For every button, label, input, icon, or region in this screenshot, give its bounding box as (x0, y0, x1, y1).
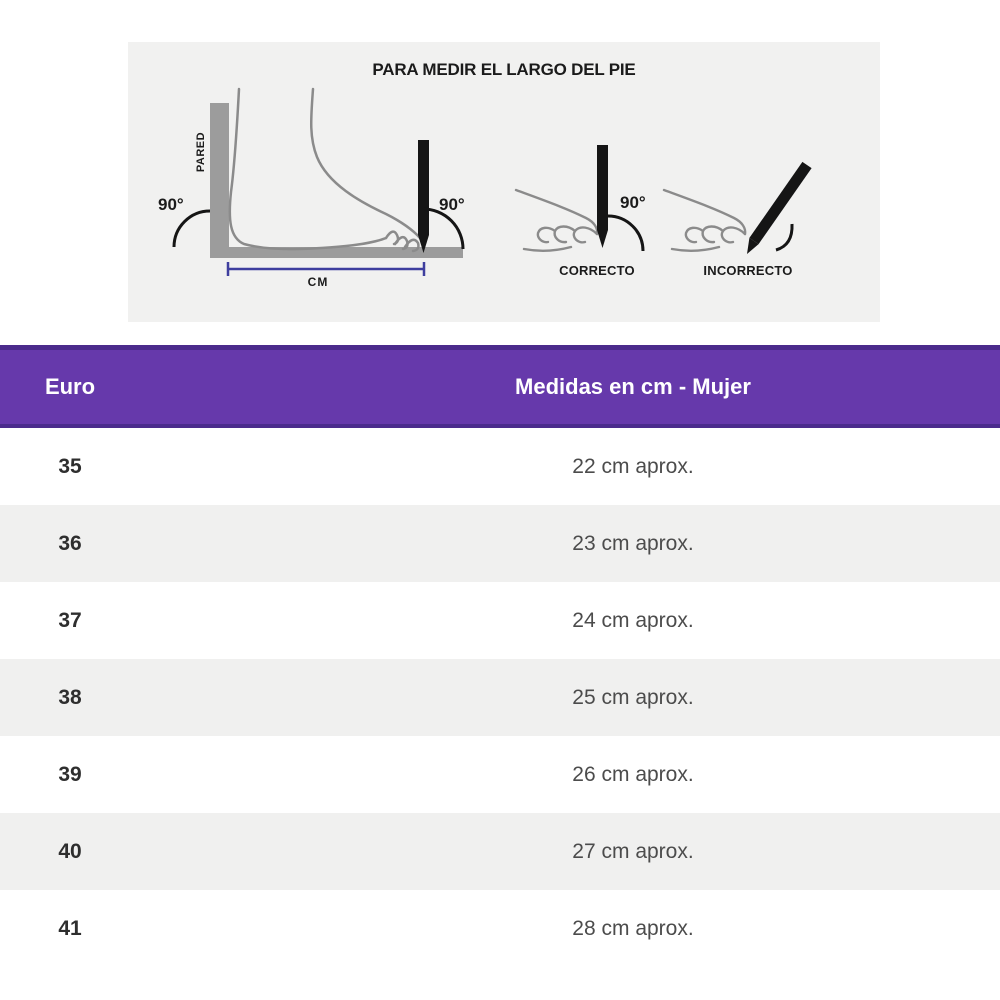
table-row: 35 22 cm aprox. (0, 428, 1000, 505)
table-row: 39 26 cm aprox. (0, 736, 1000, 813)
pencil-icon (418, 140, 429, 253)
measure-cell: 22 cm aprox. (572, 454, 694, 478)
size-cell: 38 (58, 685, 82, 709)
tilted-pencil-icon (747, 161, 812, 254)
table-row: 40 27 cm aprox. (0, 813, 1000, 890)
size-cell: 37 (58, 608, 82, 632)
angle-label-correct: 90° (620, 193, 646, 212)
measure-cell: 23 cm aprox. (572, 531, 694, 555)
angle-arc (172, 209, 211, 248)
cm-label: CM (307, 275, 329, 289)
angle-label-right: 90° (439, 195, 465, 214)
guide-title: PARA MEDIR EL LARGO DEL PIE (372, 60, 636, 79)
foot-outline (228, 87, 422, 253)
cm-measure-line (226, 262, 426, 276)
size-table: Euro Medidas en cm - Mujer 35 22 cm apro… (0, 345, 1000, 967)
floor-bar (210, 247, 463, 258)
correct-label: CORRECTO (559, 263, 635, 278)
measure-cell: 27 cm aprox. (572, 839, 694, 863)
wall-label: PARED (195, 131, 207, 173)
angle-arc (775, 223, 794, 252)
measure-cell: 24 cm aprox. (572, 608, 694, 632)
pencil-icon (597, 145, 608, 248)
size-cell: 35 (58, 454, 82, 478)
size-cell: 39 (58, 762, 82, 786)
size-cell: 41 (58, 916, 82, 940)
hand-icon (662, 188, 747, 252)
table-row: 38 25 cm aprox. (0, 659, 1000, 736)
table-header-row: Euro Medidas en cm - Mujer (0, 345, 1000, 428)
measure-cell: 26 cm aprox. (572, 762, 694, 786)
measure-cell: 25 cm aprox. (572, 685, 694, 709)
header-measure-column: Medidas en cm - Mujer (515, 374, 751, 399)
size-cell: 36 (58, 531, 82, 555)
angle-arc (607, 214, 645, 252)
table-row: 36 23 cm aprox. (0, 505, 1000, 582)
header-size-column: Euro (44, 374, 96, 399)
incorrect-label: INCORRECTO (703, 263, 793, 278)
wall-bar (210, 103, 229, 258)
hand-icon (514, 188, 599, 252)
measure-cell: 28 cm aprox. (572, 916, 694, 940)
table-row: 41 28 cm aprox. (0, 890, 1000, 967)
angle-label-left: 90° (158, 195, 184, 214)
angle-arc (422, 207, 465, 250)
size-cell: 40 (58, 839, 82, 863)
table-row: 37 24 cm aprox. (0, 582, 1000, 659)
measuring-guide-panel: PARA MEDIR EL LARGO DEL PIE PARED 90° 90… (128, 42, 880, 322)
measuring-guide-illustration (172, 87, 812, 276)
